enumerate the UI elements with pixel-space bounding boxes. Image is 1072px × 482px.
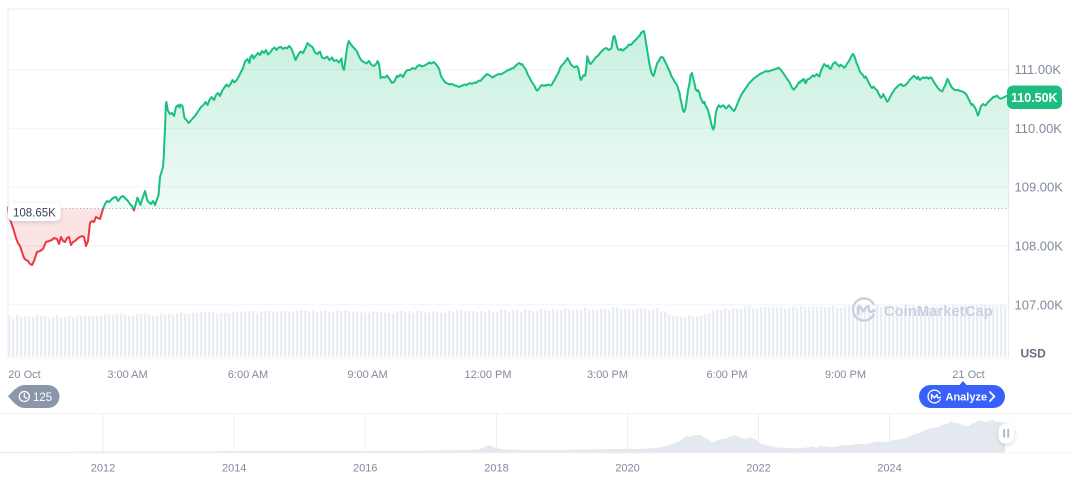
svg-text:9:00 PM: 9:00 PM: [825, 369, 866, 381]
svg-text:110.50K: 110.50K: [1011, 91, 1058, 105]
svg-text:110.00K: 110.00K: [1015, 121, 1063, 136]
svg-text:6:00 PM: 6:00 PM: [707, 369, 748, 381]
svg-text:2014: 2014: [222, 463, 246, 475]
svg-text:109.00K: 109.00K: [1015, 180, 1064, 195]
svg-text:6:00 AM: 6:00 AM: [228, 369, 268, 381]
svg-text:3:00 PM: 3:00 PM: [587, 369, 628, 381]
svg-text:2016: 2016: [353, 463, 377, 475]
svg-text:108.00K: 108.00K: [1015, 239, 1064, 254]
svg-text:21 Oct: 21 Oct: [952, 369, 984, 381]
svg-text:9:00 AM: 9:00 AM: [347, 369, 387, 381]
svg-text:108.65K: 108.65K: [13, 208, 56, 220]
svg-text:2022: 2022: [746, 463, 770, 475]
svg-text:107.00K: 107.00K: [1015, 297, 1064, 312]
svg-text:CoinMarketCap: CoinMarketCap: [884, 304, 993, 320]
svg-text:111.00K: 111.00K: [1015, 62, 1062, 77]
svg-text:2020: 2020: [615, 463, 639, 475]
svg-text:125: 125: [33, 392, 52, 404]
svg-text:USD: USD: [1021, 347, 1047, 361]
svg-text:2012: 2012: [91, 463, 115, 475]
svg-text:20 Oct: 20 Oct: [8, 369, 40, 381]
svg-text:Analyze: Analyze: [946, 392, 988, 404]
svg-text:2024: 2024: [877, 463, 901, 475]
svg-text:2018: 2018: [484, 463, 508, 475]
svg-text:3:00 AM: 3:00 AM: [107, 369, 147, 381]
svg-text:12:00 PM: 12:00 PM: [464, 369, 511, 381]
